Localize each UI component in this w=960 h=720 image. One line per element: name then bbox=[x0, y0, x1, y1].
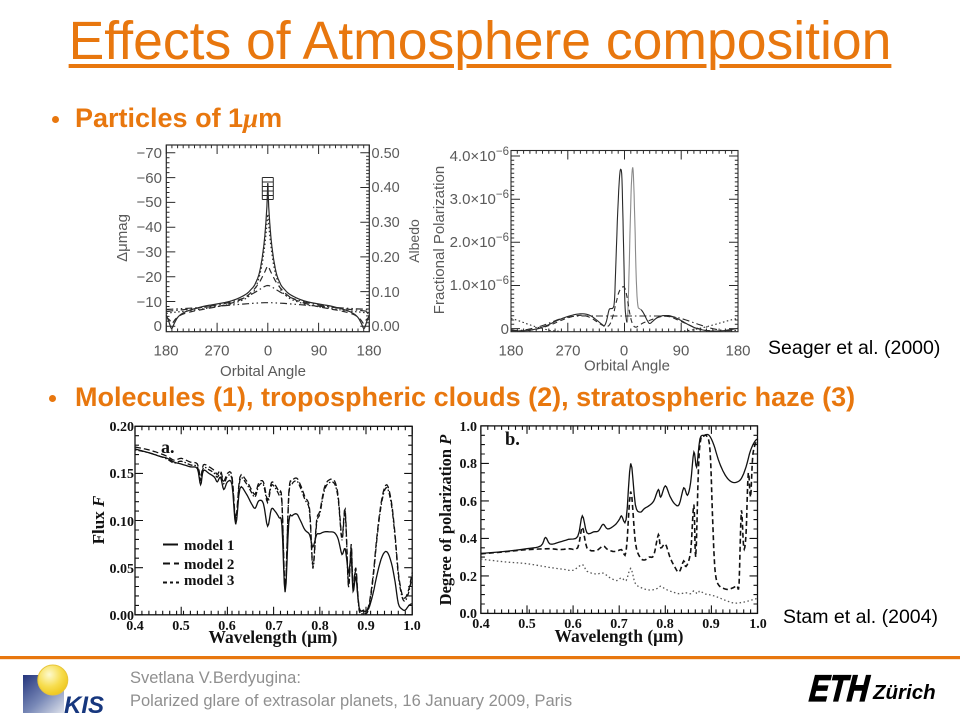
svg-text:0.4: 0.4 bbox=[126, 619, 144, 634]
svg-text:90: 90 bbox=[311, 343, 328, 360]
svg-text:180: 180 bbox=[356, 343, 381, 360]
svg-text:270: 270 bbox=[204, 343, 229, 360]
svg-text:−10: −10 bbox=[137, 294, 162, 311]
svg-text:−20: −20 bbox=[137, 269, 162, 286]
svg-text:0.5: 0.5 bbox=[172, 619, 190, 634]
svg-text:0.9: 0.9 bbox=[357, 619, 375, 634]
svg-text:0: 0 bbox=[501, 321, 509, 338]
svg-text:0.0: 0.0 bbox=[460, 607, 478, 622]
svg-text:0.5: 0.5 bbox=[518, 617, 536, 632]
svg-text:model 2: model 2 bbox=[184, 557, 234, 573]
svg-text:Orbital Angle: Orbital Angle bbox=[220, 363, 306, 380]
svg-text:Orbital Angle: Orbital Angle bbox=[584, 358, 670, 375]
svg-text:−40: −40 bbox=[137, 219, 162, 236]
svg-text:0.10: 0.10 bbox=[372, 285, 400, 301]
svg-text:0.05: 0.05 bbox=[110, 562, 135, 577]
svg-text:0.10: 0.10 bbox=[110, 515, 135, 530]
svg-text:0.6: 0.6 bbox=[218, 619, 236, 634]
svg-text:0.7: 0.7 bbox=[610, 617, 628, 632]
svg-text:90: 90 bbox=[673, 343, 690, 360]
svg-text:180: 180 bbox=[725, 343, 750, 360]
svg-text:−70: −70 bbox=[137, 145, 162, 162]
svg-text:0.40: 0.40 bbox=[372, 180, 400, 196]
svg-text:model 1: model 1 bbox=[184, 538, 234, 554]
svg-text:1.0: 1.0 bbox=[403, 619, 421, 634]
svg-text:3.0×10−6: 3.0×10−6 bbox=[450, 189, 509, 208]
svg-text:Fractional Polarization: Fractional Polarization bbox=[431, 166, 448, 314]
svg-text:0.7: 0.7 bbox=[265, 619, 283, 634]
svg-text:0.4: 0.4 bbox=[472, 617, 490, 632]
svg-text:Wavelength (μm): Wavelength (μm) bbox=[208, 627, 337, 647]
svg-text:0: 0 bbox=[264, 343, 272, 360]
svg-text:0.8: 0.8 bbox=[460, 457, 478, 472]
svg-text:b.: b. bbox=[505, 430, 520, 450]
svg-text:0.8: 0.8 bbox=[311, 619, 329, 634]
svg-text:−30: −30 bbox=[137, 244, 162, 261]
svg-text:0.6: 0.6 bbox=[460, 495, 478, 510]
svg-text:Degree of polarization P: Degree of polarization P bbox=[436, 434, 455, 606]
svg-text:0.9: 0.9 bbox=[702, 617, 720, 632]
svg-text:−50: −50 bbox=[137, 194, 162, 211]
svg-text:0.6: 0.6 bbox=[564, 617, 582, 632]
svg-text:180: 180 bbox=[498, 343, 523, 360]
svg-text:Δμmag: Δμmag bbox=[114, 214, 131, 262]
svg-text:0.2: 0.2 bbox=[460, 570, 478, 585]
svg-text:0.00: 0.00 bbox=[110, 609, 135, 624]
svg-text:1.0×10−6: 1.0×10−6 bbox=[450, 275, 509, 294]
svg-text:0.50: 0.50 bbox=[372, 146, 400, 162]
svg-text:0.20: 0.20 bbox=[110, 420, 135, 435]
svg-text:0.00: 0.00 bbox=[372, 319, 400, 335]
svg-text:2.0×10−6: 2.0×10−6 bbox=[450, 232, 509, 251]
svg-text:4.0×10−6: 4.0×10−6 bbox=[450, 146, 509, 165]
svg-text:1.0: 1.0 bbox=[749, 617, 767, 632]
svg-text:270: 270 bbox=[555, 343, 580, 360]
svg-text:Wavelength (μm): Wavelength (μm) bbox=[554, 626, 683, 646]
svg-text:Flux F: Flux F bbox=[89, 495, 108, 544]
svg-text:0.4: 0.4 bbox=[460, 532, 478, 547]
svg-text:ETH: ETH bbox=[805, 668, 874, 709]
svg-text:0.20: 0.20 bbox=[372, 250, 400, 266]
svg-text:0.30: 0.30 bbox=[372, 215, 400, 231]
svg-text:180: 180 bbox=[153, 343, 178, 360]
svg-text:Albedo: Albedo bbox=[406, 219, 422, 263]
svg-text:−60: −60 bbox=[137, 170, 162, 187]
svg-text:0: 0 bbox=[620, 343, 628, 360]
svg-text:a.: a. bbox=[161, 437, 175, 457]
svg-text:0: 0 bbox=[154, 318, 162, 335]
svg-text:1.0: 1.0 bbox=[460, 420, 478, 435]
svg-text:0.15: 0.15 bbox=[110, 467, 135, 482]
svg-text:Zürich: Zürich bbox=[872, 681, 936, 704]
svg-text:0.8: 0.8 bbox=[656, 617, 674, 632]
svg-text:model 3: model 3 bbox=[184, 573, 234, 589]
svg-text:KIS: KIS bbox=[64, 692, 104, 719]
